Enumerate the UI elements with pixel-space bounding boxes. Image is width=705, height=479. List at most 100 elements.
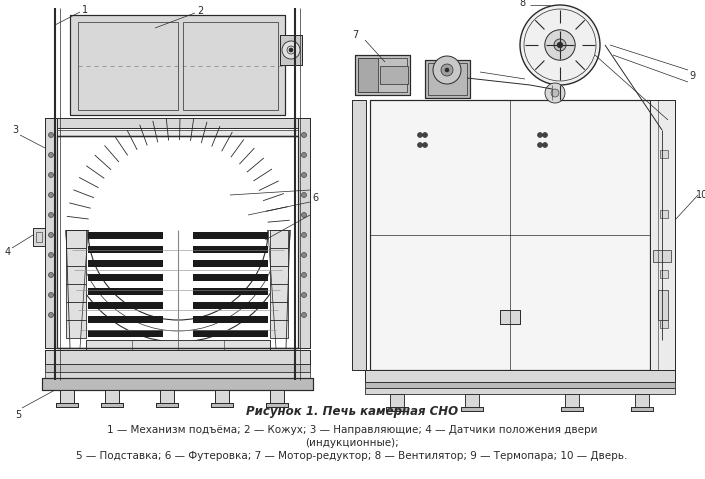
Bar — [45, 118, 310, 128]
Bar — [88, 274, 163, 281]
Bar — [660, 210, 668, 218]
Bar — [45, 118, 57, 348]
Bar — [101, 403, 123, 407]
Text: 5: 5 — [15, 410, 21, 420]
Bar — [270, 266, 288, 284]
Bar — [355, 55, 410, 95]
Bar — [70, 15, 285, 115]
Bar — [36, 232, 42, 242]
Bar — [635, 394, 649, 408]
Bar — [88, 316, 163, 323]
Circle shape — [49, 172, 54, 178]
Bar — [57, 136, 298, 348]
Circle shape — [543, 133, 548, 137]
Bar — [42, 378, 313, 390]
Bar — [66, 302, 86, 320]
Bar — [565, 394, 579, 408]
Circle shape — [302, 172, 307, 178]
Text: 10: 10 — [696, 190, 705, 200]
Circle shape — [49, 193, 54, 197]
Text: 2: 2 — [197, 6, 203, 16]
Circle shape — [551, 89, 559, 97]
Bar — [380, 66, 408, 84]
Bar — [56, 403, 78, 407]
Circle shape — [557, 42, 563, 48]
Bar — [370, 100, 650, 370]
Bar — [270, 266, 288, 284]
Bar — [565, 394, 579, 408]
Bar — [45, 364, 310, 372]
Bar — [45, 350, 310, 364]
Bar — [358, 58, 407, 92]
Bar — [650, 100, 675, 370]
Bar — [101, 403, 123, 407]
Circle shape — [302, 152, 307, 158]
Bar — [156, 403, 178, 407]
Bar — [88, 330, 163, 337]
Bar — [57, 136, 298, 348]
Bar — [266, 403, 288, 407]
Bar — [653, 250, 671, 262]
Bar — [211, 403, 233, 407]
Bar — [193, 232, 268, 239]
Circle shape — [49, 232, 54, 238]
Text: (индукционные);: (индукционные); — [305, 438, 399, 448]
Bar — [365, 382, 675, 388]
Bar — [386, 407, 408, 411]
Circle shape — [49, 152, 54, 158]
Bar — [270, 284, 288, 302]
Bar — [270, 320, 288, 338]
Bar — [631, 407, 653, 411]
Circle shape — [441, 64, 453, 76]
Bar — [88, 260, 163, 267]
Bar — [390, 394, 404, 408]
Circle shape — [422, 133, 427, 137]
Bar — [193, 302, 268, 309]
Bar — [183, 22, 278, 110]
Bar — [105, 390, 119, 404]
Bar — [156, 403, 178, 407]
Bar — [428, 63, 467, 95]
Bar — [193, 288, 268, 295]
Bar — [45, 350, 310, 364]
Circle shape — [537, 133, 543, 137]
Circle shape — [49, 133, 54, 137]
Bar — [365, 388, 675, 394]
Text: 1 — Механизм подъёма; 2 — Кожух; 3 — Направляющие; 4 — Датчики положения двери: 1 — Механизм подъёма; 2 — Кожух; 3 — Нап… — [106, 425, 597, 435]
Text: 5 — Подставка; 6 — Футеровка; 7 — Мотор-редуктор; 8 — Вентилятор; 9 — Термопара;: 5 — Подставка; 6 — Футеровка; 7 — Мотор-… — [76, 451, 627, 461]
Circle shape — [302, 193, 307, 197]
Circle shape — [302, 252, 307, 258]
Bar — [280, 35, 302, 65]
Bar — [215, 390, 229, 404]
Bar — [56, 403, 78, 407]
Bar — [66, 320, 86, 338]
Bar — [270, 320, 288, 338]
Circle shape — [545, 83, 565, 103]
Bar — [66, 284, 86, 302]
Bar — [270, 248, 288, 266]
Bar — [66, 284, 86, 302]
Bar — [660, 270, 668, 278]
Text: Рисунок 1. Печь камерная СНО: Рисунок 1. Печь камерная СНО — [246, 406, 458, 419]
Circle shape — [49, 312, 54, 318]
Text: 8: 8 — [519, 0, 525, 8]
Circle shape — [520, 5, 600, 85]
Text: 9: 9 — [689, 71, 695, 81]
Bar — [352, 100, 366, 370]
Bar — [386, 407, 408, 411]
Bar — [658, 290, 668, 320]
Bar — [66, 266, 86, 284]
Bar — [88, 302, 163, 309]
Bar — [193, 246, 268, 253]
Circle shape — [49, 273, 54, 277]
Text: 6: 6 — [312, 193, 318, 203]
Bar — [465, 394, 479, 408]
Bar — [461, 407, 483, 411]
Bar — [270, 284, 288, 302]
Circle shape — [302, 273, 307, 277]
Bar — [45, 118, 310, 128]
Bar — [425, 60, 470, 98]
Text: 1: 1 — [82, 5, 88, 15]
Bar — [88, 246, 163, 253]
Bar — [160, 390, 174, 404]
